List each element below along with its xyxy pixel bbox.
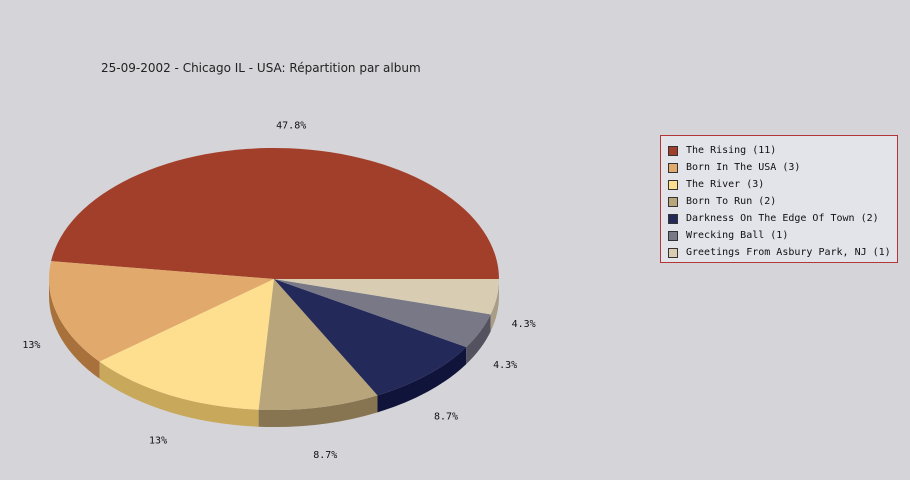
legend-item-4: Darkness On The Edge Of Town (2) [668,210,897,227]
pie-tops [48,148,499,410]
pie-slice-side-1 [48,279,100,379]
legend-item-2: The River (3) [668,176,897,193]
pie-slice-4 [274,279,467,396]
legend-item-1: Born In The USA (3) [668,159,897,176]
legend-label-2: The River (3) [686,179,765,190]
legend-swatch-5 [668,230,678,241]
legend-swatch-2 [668,179,678,190]
legend-swatch-0 [668,145,678,156]
legend-label-1: Born In The USA (3) [686,162,801,173]
pie-slice-3 [258,279,378,410]
legend-swatch-6 [668,247,678,258]
pie-data-label-4: 8.7% [434,411,458,422]
pie-data-label-6: 4.3% [512,319,536,330]
pie-data-label-2: 13% [149,436,167,447]
pie-data-label-3: 8.7% [313,450,337,461]
pie-slice-side-2 [99,361,259,427]
legend-item-3: Born To Run (2) [668,193,897,210]
legend-item-6: Greetings From Asbury Park, NJ (1) [668,244,897,261]
pie-sides [48,279,499,428]
legend-swatch-4 [668,213,678,224]
pie-slice-side-4 [377,347,467,413]
legend-label-6: Greetings From Asbury Park, NJ (1) [686,247,891,258]
legend-item-5: Wrecking Ball (1) [668,227,897,244]
legend-swatch-3 [668,196,678,207]
legend: The Rising (11) Born In The USA (3) The Ri… [660,135,898,263]
pie-labels: 47.8% 13% 13% 8.7% 8.7% 4.3% 4.3% [22,120,535,460]
pie-slice-side-6 [490,279,499,332]
legend-label-5: Wrecking Ball (1) [686,230,789,241]
pie-slice-1 [48,261,274,362]
pie-slice-2 [99,279,274,410]
legend-swatch-1 [668,162,678,173]
chart-title: 25-09-2002 - Chicago IL - USA: Répartiti… [101,61,421,75]
pie-slice-side-3 [258,395,378,428]
pie-slice-6 [274,279,499,315]
legend-label-0: The Rising (11) [686,145,777,156]
legend-item-0: The Rising (11) [668,142,897,159]
pie-slice-side-5 [466,314,491,365]
legend-label-4: Darkness On The Edge Of Town (2) [686,213,879,224]
pie-data-label-0: 47.8% [276,120,306,131]
pie-slice-0 [51,148,499,279]
legend-label-3: Born To Run (2) [686,196,777,207]
pie-data-label-5: 4.3% [493,360,517,371]
pie-slice-5 [274,279,491,348]
pie-data-label-1: 13% [22,340,40,351]
